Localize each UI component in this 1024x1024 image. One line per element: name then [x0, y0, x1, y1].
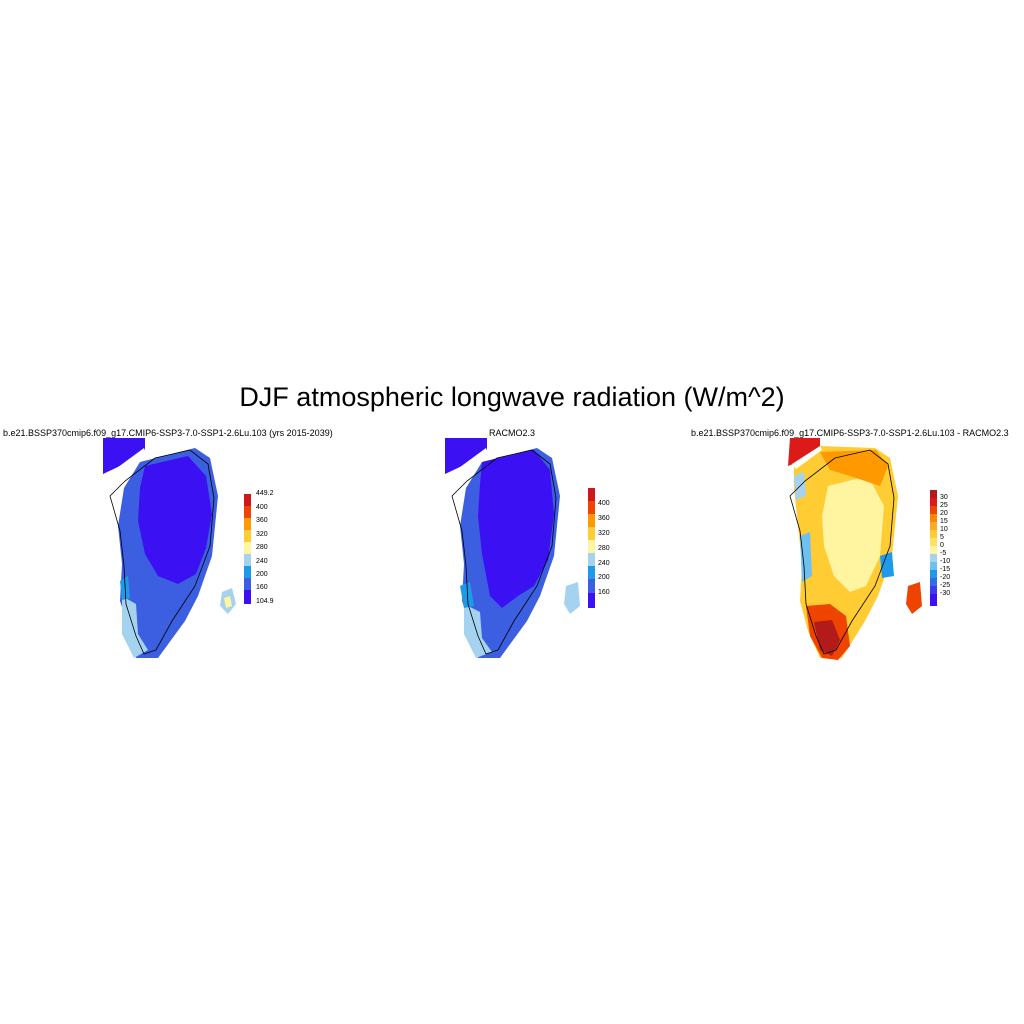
colorbar-label: 240	[256, 558, 268, 565]
colorbar-label: 360	[256, 517, 268, 524]
colorbar-label: 104.9	[256, 598, 274, 605]
coastline	[451, 449, 557, 655]
colorbar-label: 15	[940, 518, 948, 525]
east-islands	[906, 582, 922, 614]
colorbar-label: 320	[598, 530, 610, 537]
colorbar-label: 200	[598, 574, 610, 581]
east-blue	[880, 552, 894, 578]
colorbar-label: 30	[940, 494, 948, 501]
north-warm	[820, 450, 888, 486]
northwest-block	[103, 438, 145, 474]
colorbar-label: 449.2	[256, 490, 274, 497]
colorbar-label: 360	[598, 515, 610, 522]
colorbar-label: -25	[940, 582, 951, 589]
white-gap	[792, 446, 822, 469]
panel-3-title: b.e21.BSSP370cmip6.f09_g17.CMIP6-SSP3-7.…	[691, 428, 1009, 438]
colorbar-label: 10	[940, 526, 948, 533]
colorbar-label: 160	[256, 584, 268, 591]
colorbar-label: 5	[940, 534, 944, 541]
panel-2-colorbar: 400 360 320 280 240 200 160	[588, 488, 628, 608]
colorbar-label: 160	[598, 589, 610, 596]
northwest-block	[445, 438, 487, 474]
coastline	[789, 449, 895, 655]
panel-3-colorbar: 30 25 20 15 10 5 0 -5 -10 -15 -20 -25 -3…	[930, 490, 970, 610]
coastline	[109, 449, 215, 655]
colorbar-label: -30	[940, 590, 951, 597]
ice-sheet-interior	[138, 456, 212, 584]
ice-sheet-interior	[478, 450, 554, 608]
panel-1-title: b.e21.BSSP370cmip6.f09_g17.CMIP6-SSP3-7.…	[3, 428, 333, 438]
colorbar-label: -20	[940, 574, 951, 581]
colorbar-label: 400	[256, 504, 268, 511]
panel-2-map	[445, 438, 580, 658]
colorbar-label: 320	[256, 531, 268, 538]
colorbar-label: 25	[940, 502, 948, 509]
colorbar-label: -15	[940, 566, 951, 573]
colorbar-label: 0	[940, 542, 944, 549]
panel-2-title: RACMO2.3	[489, 428, 536, 438]
colorbar-label: 20	[940, 510, 948, 517]
panel-1-colorbar: 449.2 400 360 320 280 240 200 160 104.9	[244, 490, 284, 605]
figure-title: DJF atmospheric longwave radiation (W/m^…	[239, 382, 785, 412]
east-islands-yellow	[224, 596, 232, 608]
east-islands	[564, 582, 580, 614]
colorbar-label: -10	[940, 558, 951, 565]
southwest-blue	[460, 582, 474, 608]
panel-1-map	[103, 438, 236, 658]
colorbar-label: 400	[598, 500, 610, 507]
white-gap	[456, 448, 488, 475]
colorbar-label: 280	[598, 545, 610, 552]
colorbar-label: 240	[598, 560, 610, 567]
colorbar-label: 280	[256, 544, 268, 551]
interior-pale	[822, 476, 884, 592]
white-gap	[114, 448, 146, 475]
colorbar-label: 200	[256, 571, 268, 578]
south-coast-light	[464, 604, 492, 658]
northwest-hot	[788, 438, 820, 466]
southwest-blue	[800, 532, 812, 582]
panel-3-map	[788, 438, 922, 660]
colorbar-label: -5	[940, 550, 947, 557]
